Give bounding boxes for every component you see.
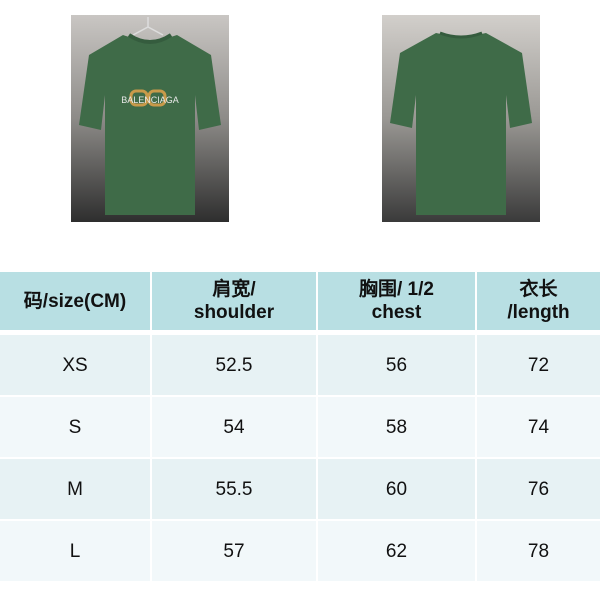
header-shoulder-line2: shoulder bbox=[193, 302, 275, 323]
tshirt-back-image bbox=[382, 15, 540, 222]
table-header-row: 码/size(CM) 肩宽/shoulder 胸围/ 1/2 chest 衣长/l… bbox=[0, 272, 600, 330]
cell-length: 74 bbox=[477, 397, 600, 457]
header-shoulder: 肩宽/shoulder bbox=[152, 272, 316, 330]
cell-length: 72 bbox=[477, 335, 600, 395]
table-row: L 57 62 78 bbox=[0, 521, 600, 581]
cell-shoulder: 52.5 bbox=[152, 335, 316, 395]
cell-chest: 60 bbox=[318, 459, 475, 519]
svg-text:BALENCIAGA: BALENCIAGA bbox=[121, 95, 179, 105]
cell-chest: 58 bbox=[318, 397, 475, 457]
table-row: M 55.5 60 76 bbox=[0, 459, 600, 519]
product-photo-front: BALENCIAGA bbox=[71, 15, 229, 222]
cell-length: 78 bbox=[477, 521, 600, 581]
cell-shoulder: 55.5 bbox=[152, 459, 316, 519]
header-length: 衣长/length bbox=[477, 272, 600, 330]
table-row: S 54 58 74 bbox=[0, 397, 600, 457]
cell-size: XS bbox=[0, 335, 150, 395]
header-size-label: 码/size(CM) bbox=[23, 290, 127, 312]
cell-size: S bbox=[0, 397, 150, 457]
table-row: XS 52.5 56 72 bbox=[0, 335, 600, 395]
header-size: 码/size(CM) bbox=[0, 272, 150, 330]
cell-chest: 62 bbox=[318, 521, 475, 581]
cell-size: L bbox=[0, 521, 150, 581]
cell-length: 76 bbox=[477, 459, 600, 519]
header-chest-line1: 胸围/ 1/2 bbox=[359, 279, 434, 300]
cell-shoulder: 54 bbox=[152, 397, 316, 457]
header-chest-line2: chest bbox=[371, 302, 422, 323]
header-chest: 胸围/ 1/2 chest bbox=[318, 272, 475, 330]
product-photo-back bbox=[382, 15, 540, 222]
header-shoulder-line1: 肩宽/ bbox=[212, 279, 256, 300]
cell-size: M bbox=[0, 459, 150, 519]
header-length-line1: 衣长 bbox=[519, 279, 558, 300]
cell-shoulder: 57 bbox=[152, 521, 316, 581]
tshirt-front-image: BALENCIAGA bbox=[71, 15, 229, 222]
header-length-line2: /length bbox=[507, 302, 570, 323]
cell-chest: 56 bbox=[318, 335, 475, 395]
